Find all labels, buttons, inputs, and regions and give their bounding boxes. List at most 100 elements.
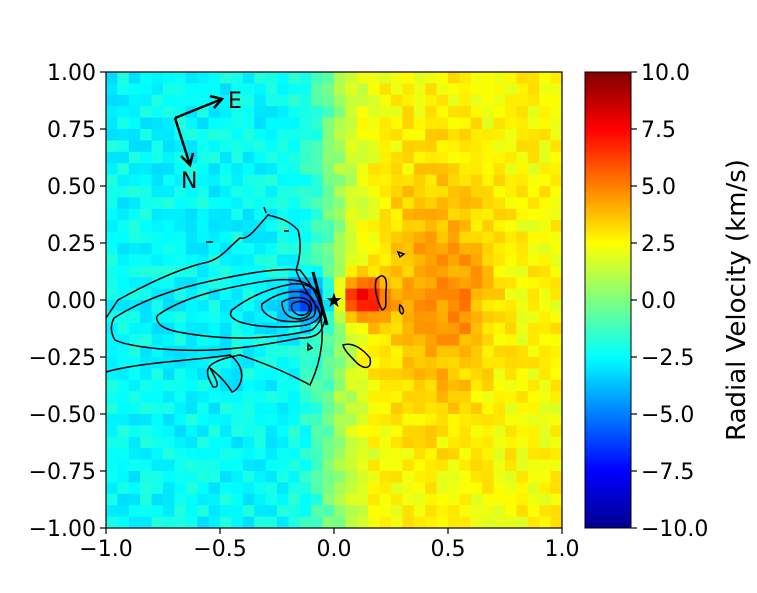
- heatmap-cell: [231, 448, 244, 460]
- heatmap-cell: [413, 265, 426, 278]
- heatmap-cell: [482, 220, 494, 232]
- heatmap-cell: [106, 129, 118, 141]
- heatmap-cell: [128, 197, 141, 210]
- heatmap-cell: [505, 288, 517, 301]
- heatmap-cell: [482, 288, 494, 301]
- heatmap-cell: [174, 117, 187, 130]
- heatmap-cell: [299, 254, 312, 267]
- colorbar-tick-label: −7.5: [641, 460, 694, 485]
- heatmap-cell: [402, 231, 415, 244]
- heatmap-cells: [106, 72, 563, 529]
- heatmap-cell: [379, 482, 392, 495]
- heatmap-cell: [550, 379, 563, 392]
- heatmap-cell: [379, 402, 392, 415]
- heatmap-cell: [197, 140, 209, 153]
- heatmap-cell: [288, 94, 301, 107]
- heatmap-cell: [106, 208, 118, 221]
- contour-2: [110, 268, 326, 352]
- heatmap-cell: [379, 151, 392, 164]
- heatmap-cell: [174, 425, 187, 438]
- heatmap-cell: [265, 117, 278, 130]
- heatmap-cell: [106, 334, 118, 346]
- heatmap-cell: [459, 368, 472, 381]
- heatmap-cell: [174, 220, 187, 232]
- heatmap-cell: [254, 163, 266, 175]
- heatmap-cell: [163, 83, 175, 96]
- heatmap-cell: [299, 300, 312, 312]
- heatmap-cell: [208, 231, 221, 244]
- heatmap-cell: [413, 334, 426, 346]
- heatmap-cell: [163, 117, 175, 130]
- heatmap-cell: [277, 505, 289, 517]
- heatmap-cell: [242, 448, 255, 460]
- heatmap-cell: [174, 208, 187, 221]
- heatmap-cell: [311, 322, 323, 335]
- heatmap-cell: [413, 94, 426, 107]
- heatmap-cell: [550, 186, 563, 198]
- heatmap-cell: [254, 254, 266, 267]
- heatmap-cell: [345, 265, 358, 278]
- heatmap-cell: [185, 208, 198, 221]
- heatmap-cell: [368, 345, 380, 358]
- heatmap-cell: [425, 151, 437, 164]
- heatmap-cell: [379, 322, 392, 335]
- heatmap-cell: [379, 368, 392, 381]
- heatmap-cell: [470, 322, 483, 335]
- heatmap-cell: [197, 163, 209, 175]
- heatmap-cell: [299, 106, 312, 118]
- heatmap-cell: [356, 83, 369, 96]
- heatmap-cell: [391, 368, 403, 381]
- heatmap-cell: [242, 414, 255, 426]
- heatmap-cell: [254, 482, 266, 495]
- heatmap-cell: [459, 254, 472, 267]
- heatmap-cell: [117, 277, 130, 289]
- heatmap-cell: [470, 459, 483, 472]
- heatmap-cell: [277, 459, 289, 472]
- heatmap-cell: [345, 311, 358, 324]
- heatmap-cell: [174, 151, 187, 164]
- heatmap-cell: [106, 220, 118, 232]
- contour-7: [290, 300, 311, 316]
- heatmap-cell: [391, 379, 403, 392]
- heatmap-cell: [356, 471, 369, 483]
- heatmap-cell: [391, 334, 403, 346]
- heatmap-cell: [128, 505, 141, 517]
- heatmap-cell: [254, 208, 266, 221]
- heatmap-cell: [288, 345, 301, 358]
- heatmap-cell: [345, 220, 358, 232]
- heatmap-cell: [151, 368, 164, 381]
- heatmap-cell: [311, 516, 323, 529]
- heatmap-cell: [311, 345, 323, 358]
- heatmap-cell: [448, 72, 460, 84]
- heatmap-cell: [334, 197, 346, 210]
- heatmap-cell: [220, 163, 232, 175]
- heatmap-cell: [448, 208, 460, 221]
- heatmap-cell: [140, 471, 152, 483]
- heatmap-cell: [345, 243, 358, 255]
- heatmap-cell: [322, 493, 335, 506]
- heatmap-cell: [254, 140, 266, 153]
- heatmap-cell: [242, 357, 255, 369]
- heatmap-cell: [106, 482, 118, 495]
- heatmap-cell: [516, 186, 529, 198]
- heatmap-cell: [174, 174, 187, 187]
- heatmap-cell: [356, 197, 369, 210]
- heatmap-cell: [470, 151, 483, 164]
- heatmap-cell: [334, 345, 346, 358]
- heatmap-cell: [527, 117, 540, 130]
- heatmap-cell: [493, 436, 506, 449]
- heatmap-cell: [402, 72, 415, 84]
- heatmap-cell: [174, 140, 187, 153]
- heatmap-cell: [356, 140, 369, 153]
- heatmap-cell: [322, 243, 335, 255]
- heatmap-cell: [288, 288, 301, 301]
- heatmap-cell: [140, 345, 152, 358]
- heatmap-cell: [106, 186, 118, 198]
- heatmap-cell: [356, 402, 369, 415]
- heatmap-cell: [277, 493, 289, 506]
- heatmap-cell: [140, 243, 152, 255]
- heatmap-cell: [459, 345, 472, 358]
- heatmap-cell: [163, 300, 175, 312]
- heatmap-cell: [505, 265, 517, 278]
- heatmap-cell: [391, 163, 403, 175]
